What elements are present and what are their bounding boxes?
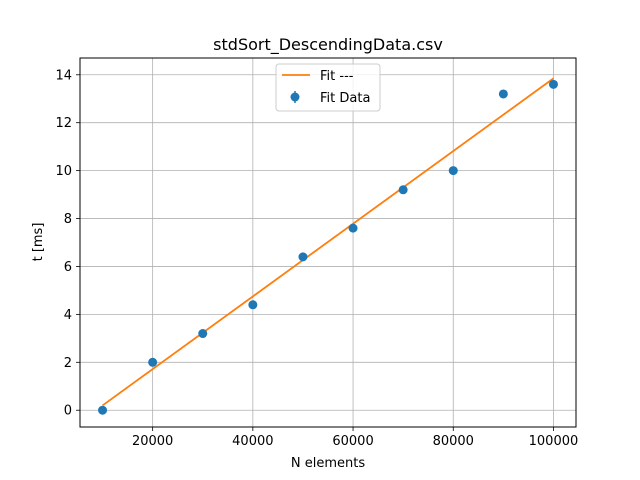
chart-title: stdSort_DescendingData.csv: [213, 35, 443, 55]
grid: [80, 58, 576, 427]
legend-label-fit-data: Fit Data: [320, 91, 370, 106]
data-point: [398, 185, 408, 195]
y-tick-label: 14: [55, 68, 72, 83]
data-point: [348, 223, 358, 233]
fit-line: [102, 77, 554, 407]
axis-ticks: 20000 40000 60000 80000 100000 0 2 4 6 8 10 12 14: [55, 68, 578, 449]
plot-frame: [79, 57, 577, 428]
data-point: [148, 357, 158, 367]
legend-label-fit-line: Fit ---: [320, 69, 354, 84]
y-tick-label: 0: [64, 404, 72, 419]
y-tick-label: 2: [64, 356, 72, 371]
legend-marker-swatch: [290, 92, 300, 102]
x-axis-label: N elements: [291, 456, 365, 471]
data-point: [198, 329, 208, 339]
data-point: [498, 89, 508, 99]
y-tick-label: 8: [64, 212, 72, 227]
legend: Fit --- Fit Data: [275, 63, 381, 112]
data-point: [548, 79, 558, 89]
data-point: [98, 405, 108, 415]
y-tick-label: 6: [64, 260, 72, 275]
y-tick-label: 12: [55, 116, 72, 131]
y-tick-label: 10: [55, 164, 72, 179]
plot-series: [98, 77, 558, 415]
x-tick-label: 40000: [232, 434, 273, 449]
x-tick-label: 60000: [332, 434, 373, 449]
x-tick-label: 20000: [132, 434, 173, 449]
x-tick-label: 80000: [433, 434, 474, 449]
data-point: [298, 252, 308, 262]
y-axis-label: t [ms]: [31, 223, 46, 262]
data-point: [448, 166, 458, 176]
y-tick-label: 4: [64, 308, 72, 323]
data-point: [248, 300, 258, 310]
x-tick-label: 100000: [529, 434, 579, 449]
